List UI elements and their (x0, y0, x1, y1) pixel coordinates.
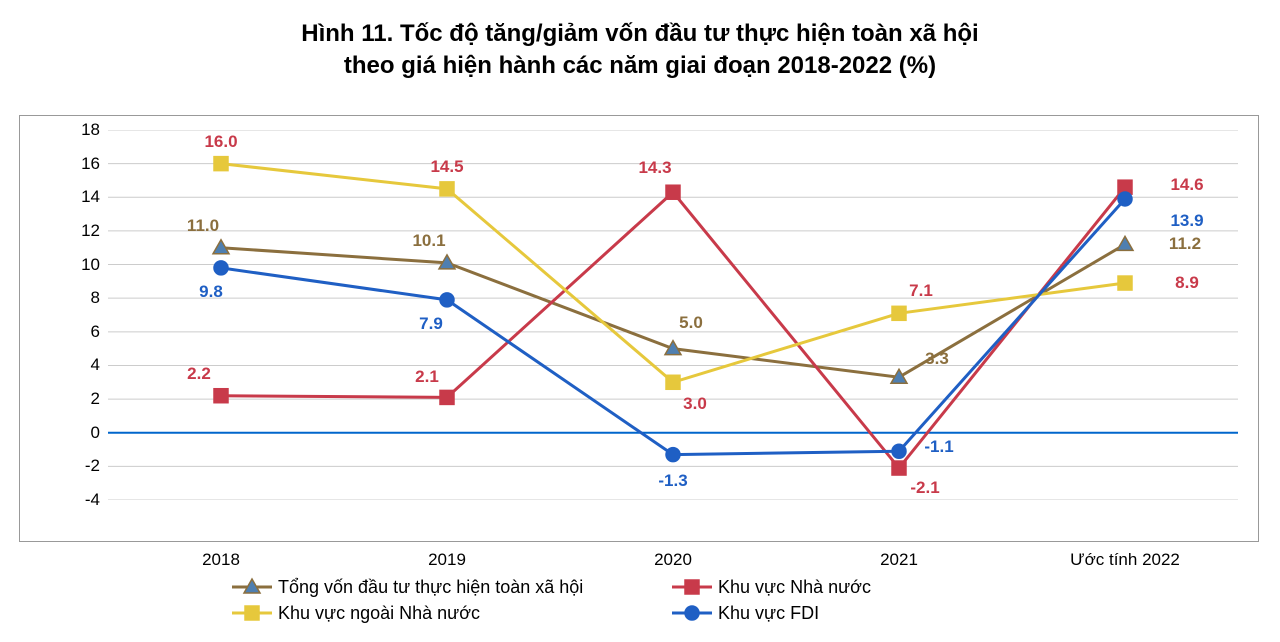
y-tick-label: 12 (60, 221, 100, 241)
data-marker (245, 606, 259, 620)
data-marker (1118, 192, 1132, 206)
data-label: 16.0 (204, 132, 237, 152)
legend-item: Khu vực ngoài Nhà nước (232, 600, 672, 626)
plot-svg (108, 130, 1238, 500)
chart-container: Hình 11. Tốc độ tăng/giảm vốn đầu tư thự… (0, 0, 1280, 642)
x-tick-label: 2018 (202, 550, 240, 570)
legend-label: Khu vực Nhà nước (718, 577, 871, 598)
data-label: 3.3 (925, 349, 949, 369)
data-marker (440, 390, 454, 404)
legend-label: Khu vực ngoài Nhà nước (278, 603, 480, 624)
title-line-1: Hình 11. Tốc độ tăng/giảm vốn đầu tư thự… (0, 18, 1280, 50)
chart-title: Hình 11. Tốc độ tăng/giảm vốn đầu tư thự… (0, 0, 1280, 83)
y-tick-label: 2 (60, 389, 100, 409)
data-label: 2.1 (415, 367, 439, 387)
x-tick-label: 2021 (880, 550, 918, 570)
x-tick-label: 2020 (654, 550, 692, 570)
data-marker (440, 293, 454, 307)
y-tick-label: 16 (60, 154, 100, 174)
data-label: 14.6 (1170, 175, 1203, 195)
data-marker (440, 182, 454, 196)
legend-swatch (672, 577, 712, 597)
data-label: 5.0 (679, 313, 703, 333)
legend-label: Khu vực FDI (718, 603, 819, 624)
y-tick-label: -4 (60, 490, 100, 510)
data-label: 11.0 (187, 216, 219, 236)
data-label: 13.9 (1170, 211, 1203, 231)
x-tick-label: 2019 (428, 550, 466, 570)
data-marker (244, 579, 260, 593)
y-tick-label: 18 (60, 120, 100, 140)
y-tick-label: 10 (60, 255, 100, 275)
legend-item: Tổng vốn đầu tư thực hiện toàn xã hội (232, 574, 672, 600)
legend-label: Tổng vốn đầu tư thực hiện toàn xã hội (278, 577, 583, 598)
title-line-2: theo giá hiện hành các năm giai đoạn 201… (0, 50, 1280, 82)
legend-swatch (232, 603, 272, 623)
data-marker (214, 389, 228, 403)
data-label: 11.2 (1169, 234, 1201, 254)
data-marker (892, 444, 906, 458)
data-marker (666, 375, 680, 389)
y-tick-label: 8 (60, 288, 100, 308)
y-tick-label: 6 (60, 322, 100, 342)
data-marker (214, 261, 228, 275)
data-label: 9.8 (199, 282, 223, 302)
data-marker (685, 606, 699, 620)
legend: Tổng vốn đầu tư thực hiện toàn xã hội Khu… (232, 574, 1112, 626)
legend-swatch (672, 603, 712, 623)
data-marker (666, 185, 680, 199)
legend-item: Khu vực FDI (672, 600, 1112, 626)
data-label: 7.1 (909, 281, 933, 301)
data-marker (685, 580, 699, 594)
data-marker (214, 157, 228, 171)
data-label: -2.1 (910, 478, 939, 498)
data-label: 2.2 (187, 364, 211, 384)
data-label: -1.3 (658, 471, 687, 491)
data-label: 3.0 (683, 394, 707, 414)
data-marker (1118, 276, 1132, 290)
legend-item: Khu vực Nhà nước (672, 574, 1112, 600)
data-label: -1.1 (924, 437, 953, 457)
data-label: 10.1 (412, 231, 445, 251)
data-label: 14.5 (430, 157, 463, 177)
data-label: 14.3 (638, 158, 671, 178)
data-label: 8.9 (1175, 273, 1199, 293)
x-tick-label: Ước tính 2022 (1070, 550, 1180, 570)
data-marker (666, 448, 680, 462)
y-tick-label: 14 (60, 187, 100, 207)
y-tick-label: 0 (60, 423, 100, 443)
data-marker (892, 461, 906, 475)
data-marker (892, 306, 906, 320)
y-tick-label: 4 (60, 355, 100, 375)
data-label: 7.9 (419, 314, 443, 334)
series-line (221, 187, 1125, 468)
series-line (221, 199, 1125, 455)
y-tick-label: -2 (60, 456, 100, 476)
data-marker (1117, 236, 1133, 250)
legend-swatch (232, 577, 272, 597)
